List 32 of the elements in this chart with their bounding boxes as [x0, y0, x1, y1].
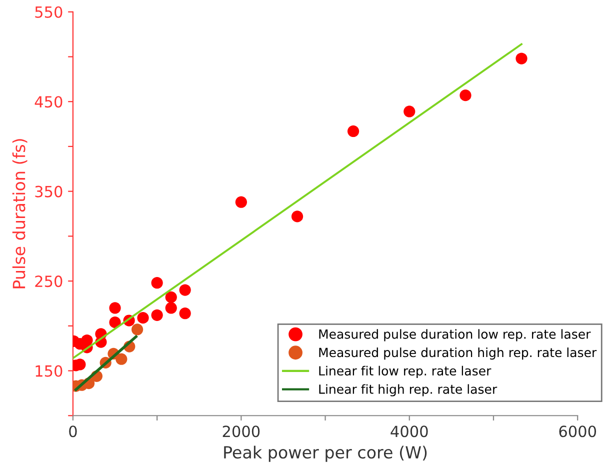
y-tick-label: 450 [34, 96, 62, 108]
point [165, 302, 177, 314]
y-tick-label: 350 [35, 186, 62, 198]
point [179, 308, 191, 320]
point [109, 302, 121, 314]
x-tick-label: 6000 [559, 426, 596, 438]
y-tick-label: 250 [35, 276, 62, 288]
point [404, 106, 416, 118]
point [235, 196, 247, 208]
point [460, 90, 472, 102]
legend-label: Linear fit low rep. rate laser [319, 366, 492, 378]
point [116, 353, 128, 365]
point [131, 324, 144, 336]
x-tick-label: 4000 [390, 426, 428, 438]
y-axis-title: Pulse duration (fs) [12, 139, 28, 288]
legend-label: Measured pulse duration low rep. rate laser [319, 329, 591, 342]
point [165, 291, 177, 303]
x-tick-label: 0 [69, 426, 77, 438]
point [179, 284, 191, 296]
point [137, 312, 149, 324]
point [291, 210, 304, 222]
point [151, 277, 163, 289]
point [347, 125, 360, 138]
point [109, 316, 121, 328]
legend-label: Linear fit high rep. rate laser [319, 384, 498, 396]
legend-label: Measured pulse duration high rep. rate laser [319, 348, 597, 360]
x-axis-title: Peak power per core (W) [224, 446, 427, 462]
point [151, 309, 163, 321]
x-tick-label: 2000 [222, 426, 260, 438]
y-tick-label: 150 [36, 365, 62, 377]
point [516, 52, 528, 64]
y-tick-label: 550 [35, 6, 62, 18]
